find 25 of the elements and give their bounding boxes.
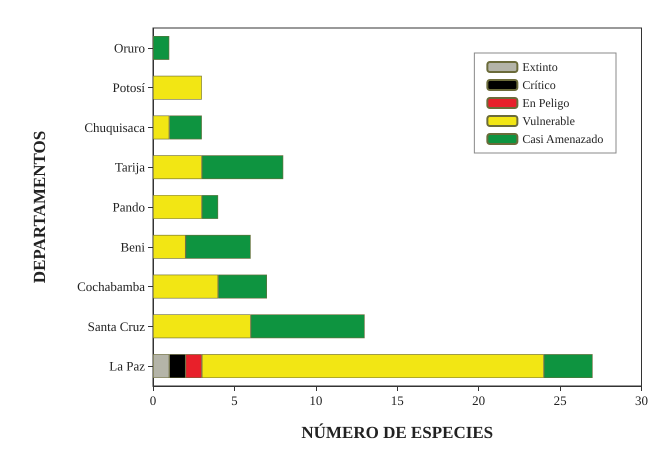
x-tick-label: 5 (231, 393, 238, 408)
legend-label: En Peligo (522, 96, 570, 110)
x-tick-label: 10 (309, 393, 322, 408)
legend-label: Crítico (522, 78, 556, 92)
y-tick-label: Beni (120, 239, 146, 254)
bar (153, 76, 202, 100)
legend-label: Extinto (522, 60, 558, 74)
x-tick-label: 30 (635, 393, 648, 408)
y-tick-label: Chuquisaca (84, 120, 146, 135)
x-tick-label: 15 (390, 393, 404, 408)
x-tick-label: 0 (150, 393, 156, 408)
y-tick-label: Santa Cruz (88, 318, 146, 334)
y-tick-label: Oruro (114, 40, 145, 56)
y-tick-label: Pando (112, 200, 145, 214)
legend-label: Vulnerable (522, 114, 575, 128)
y-tick-label: Cochabamba (77, 279, 146, 294)
x-tick-label: 20 (472, 393, 486, 408)
y-axis-title: DEPARTAMENTOS (30, 130, 49, 284)
y-tick-label: Potosí (112, 80, 146, 96)
bar (153, 36, 170, 60)
x-tick-label: 25 (554, 393, 567, 408)
y-tick-label: Tarija (114, 160, 146, 175)
y-tick-label: La Paz (109, 358, 146, 374)
x-axis-title: NÚMERO DE ESPECIES (301, 423, 494, 442)
legend-label: Casi Amenazado (522, 132, 604, 146)
